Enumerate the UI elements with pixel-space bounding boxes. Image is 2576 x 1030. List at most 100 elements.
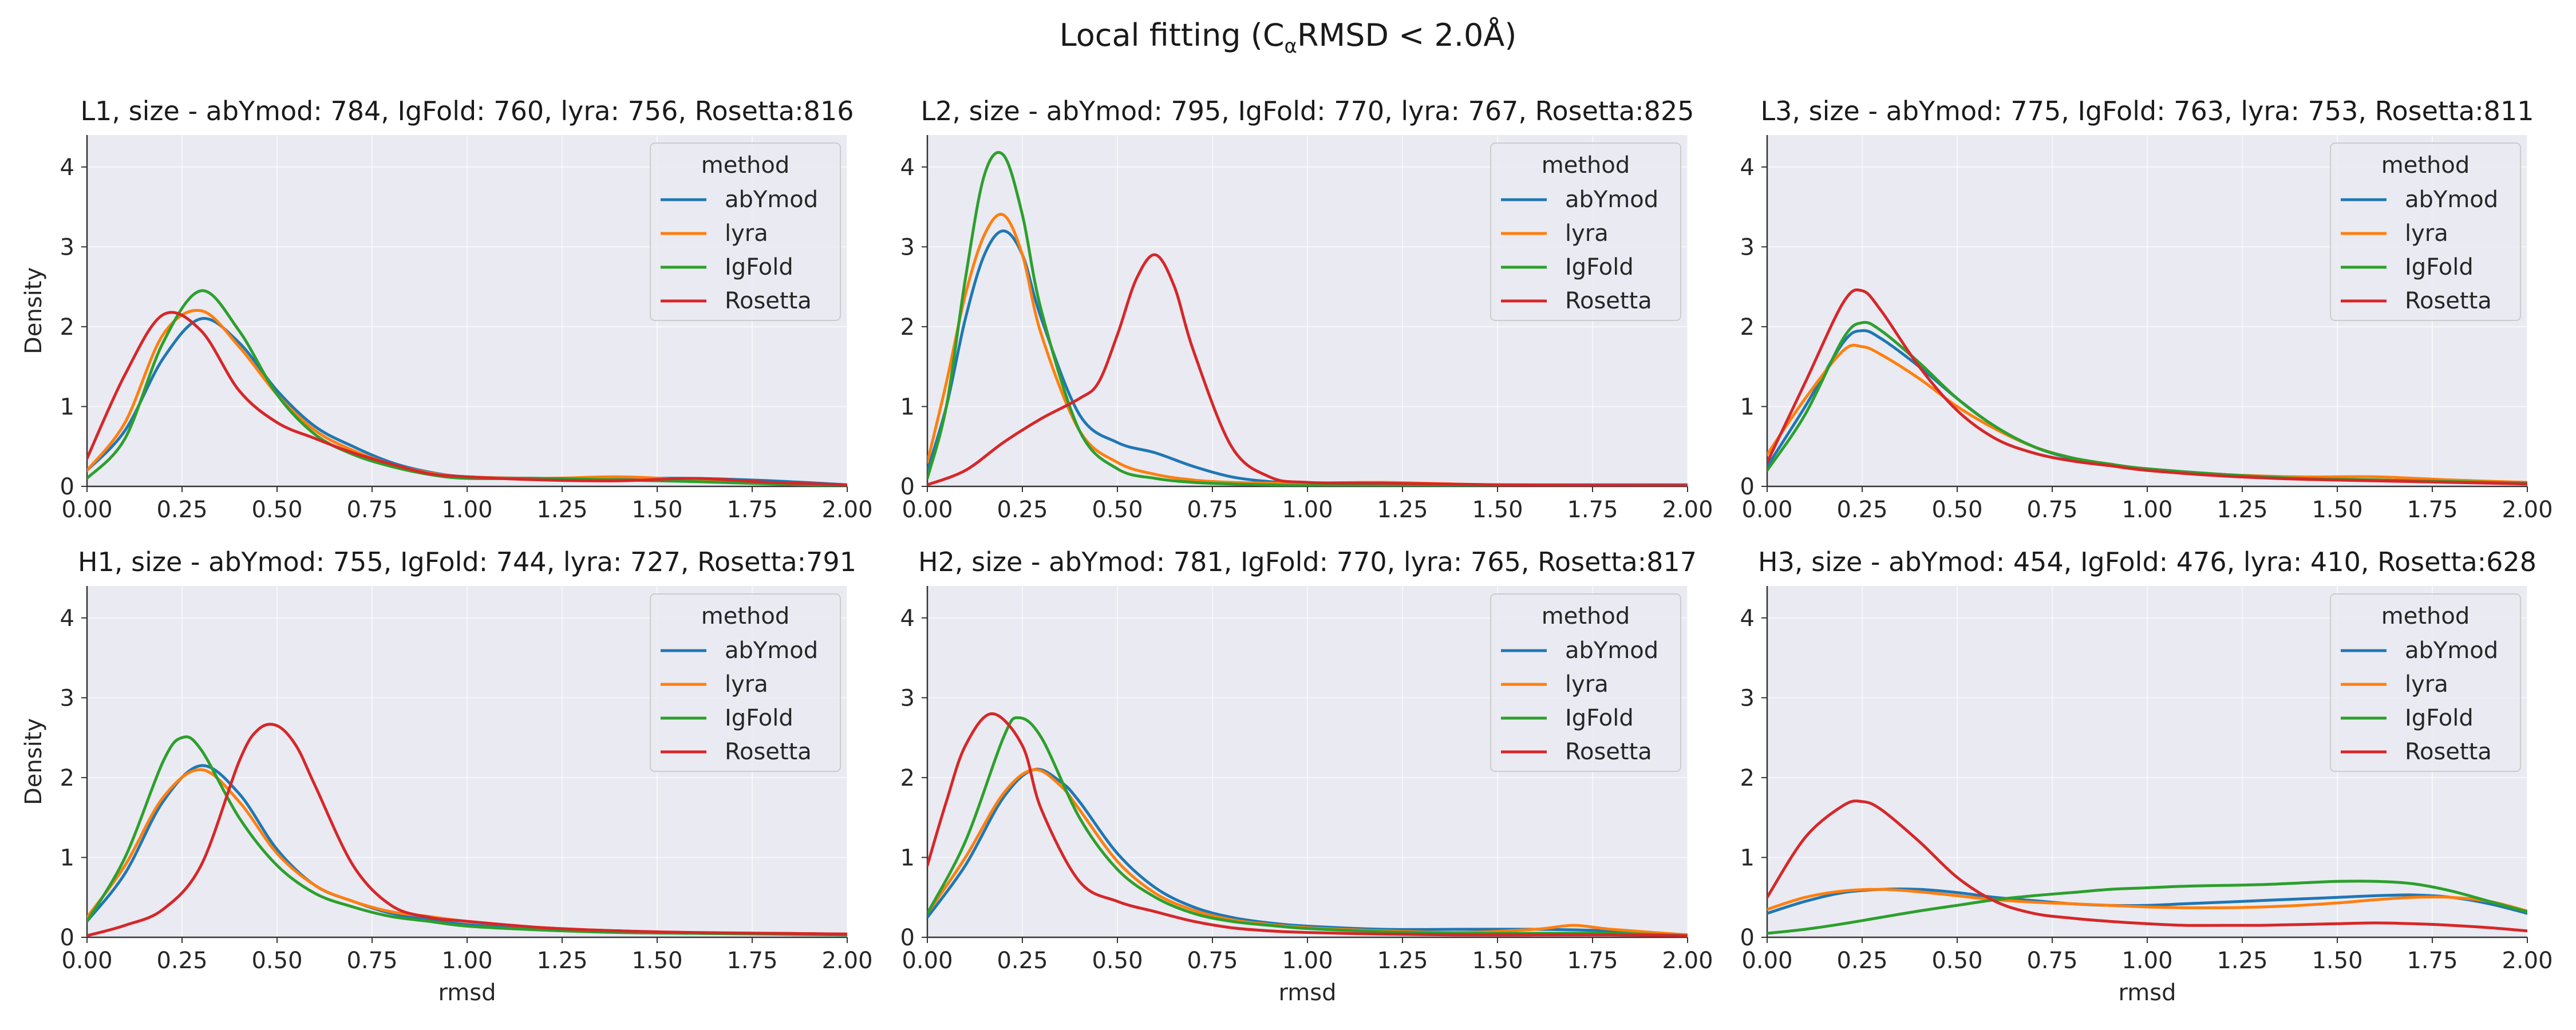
legend-box: [2330, 593, 2521, 772]
y-tick-label: 1: [1740, 394, 1755, 420]
x-tick-label: 1.25: [2217, 497, 2267, 523]
x-tick-label: 1.50: [1472, 497, 1523, 523]
series-group: [87, 289, 847, 486]
legend-label-lyra: lyra: [2405, 671, 2448, 698]
x-tick-label: 1.00: [441, 948, 492, 974]
legend-label-abymod: abYmod: [725, 637, 818, 664]
y-tick-label: 4: [1740, 605, 1755, 632]
legend-title: method: [2381, 603, 2470, 629]
x-tick-label: 0.25: [156, 497, 207, 523]
legend: method abYmod lyra IgFold Rosetta: [1490, 593, 1681, 772]
y-tick-label: 0: [900, 474, 915, 500]
x-tick-label: 1.00: [441, 497, 492, 523]
x-tick-label: 1.50: [1472, 948, 1523, 974]
x-tick-label: 2.00: [821, 948, 872, 974]
legend-label-igfold: IgFold: [2405, 254, 2474, 280]
series-line-lyra: [1767, 888, 2527, 913]
x-tick-label: 1.25: [536, 497, 587, 523]
legend-box: [2330, 142, 2521, 321]
y-tick-label: 0: [900, 925, 915, 951]
y-tick-label: 0: [60, 474, 74, 500]
y-tick-label: 4: [1740, 154, 1755, 181]
legend-title: method: [701, 152, 789, 179]
x-tick-label: 0.50: [251, 497, 302, 523]
series-line-igfold: [1767, 880, 2527, 935]
legend-label-igfold: IgFold: [2405, 705, 2474, 731]
panel-5: 0.00 0.25 0.50 0.75 1.00 1.25 1.50 1.75 2.00 0 1 2 3…: [900, 546, 1713, 1006]
x-tick-label: 2.00: [1662, 948, 1713, 974]
legend-label-lyra: lyra: [2405, 220, 2448, 247]
y-tick-label: 4: [60, 154, 74, 181]
y-tick-label: 2: [900, 765, 915, 791]
legend-label-rosetta: Rosetta: [2405, 288, 2492, 314]
x-tick-label: 1.75: [1567, 948, 1618, 974]
series-line-lyra: [927, 768, 1688, 937]
series-line-rosetta: [87, 723, 847, 937]
x-tick-label: 2.00: [2502, 948, 2553, 974]
series-line-rosetta: [927, 253, 1688, 486]
x-tick-label: 0.00: [61, 948, 112, 974]
x-tick-label: 0.00: [902, 497, 953, 523]
panel-1: 0.00 0.25 0.50 0.75 1.00 1.25 1.50 1.75 2.00 0 1 2 3…: [21, 96, 873, 523]
legend-title: method: [701, 603, 789, 629]
x-tick-label: 1.50: [2312, 948, 2362, 974]
x-tick-label: 2.00: [821, 497, 872, 523]
y-tick-label: 1: [900, 394, 915, 420]
y-tick-label: 2: [900, 314, 915, 340]
legend-label-lyra: lyra: [1565, 220, 1609, 247]
x-tick-label: 1.75: [2407, 497, 2458, 523]
legend-label-abymod: abYmod: [1565, 637, 1658, 664]
x-tick-label: 0.75: [346, 497, 397, 523]
y-tick-label: 2: [60, 314, 74, 340]
x-tick-label: 1.25: [1377, 497, 1428, 523]
legend-label-abymod: abYmod: [2405, 637, 2498, 664]
subplot-title: L2, size - abYmod: 795, IgFold: 770, lyr…: [921, 96, 1694, 126]
legend-label-lyra: lyra: [725, 220, 768, 247]
x-tick-label: 0.50: [1931, 948, 1982, 974]
subplot-title: H2, size - abYmod: 781, IgFold: 770, lyr…: [918, 546, 1697, 577]
series-line-rosetta: [1767, 799, 2527, 933]
panel-2: 0.00 0.25 0.50 0.75 1.00 1.25 1.50 1.75 2.00 0 1 2 3…: [900, 96, 1713, 523]
legend-label-lyra: lyra: [725, 671, 768, 698]
x-tick-label: 0.25: [997, 497, 1048, 523]
series-line-igfold: [927, 716, 1688, 937]
legend-title: method: [2381, 152, 2470, 179]
y-tick-label: 1: [900, 845, 915, 871]
y-tick-label: 4: [900, 605, 915, 632]
x-tick-label: 1.50: [631, 948, 682, 974]
x-axis-label: rmsd: [1279, 980, 1337, 1006]
x-tick-label: 0.00: [61, 497, 112, 523]
subplot-title: L3, size - abYmod: 775, IgFold: 763, lyr…: [1761, 96, 2534, 126]
y-tick-label: 3: [1740, 685, 1755, 711]
legend-title: method: [1542, 152, 1630, 179]
y-tick-label: 2: [1740, 765, 1755, 791]
legend-label-rosetta: Rosetta: [2405, 739, 2492, 765]
y-tick-label: 2: [1740, 314, 1755, 340]
y-tick-label: 2: [60, 765, 74, 791]
x-tick-label: 0.25: [1836, 948, 1887, 974]
legend-box: [1490, 142, 1681, 321]
x-tick-label: 1.25: [2217, 948, 2267, 974]
x-tick-label: 2.00: [1662, 497, 1713, 523]
legend-label-rosetta: Rosetta: [725, 288, 812, 314]
subplot-title: L1, size - abYmod: 784, IgFold: 760, lyr…: [81, 96, 854, 126]
y-tick-label: 0: [1740, 925, 1755, 951]
x-tick-label: 1.25: [1377, 948, 1428, 974]
y-tick-label: 1: [60, 845, 74, 871]
x-tick-label: 0.00: [1741, 497, 1792, 523]
legend: method abYmod lyra IgFold Rosetta: [2330, 593, 2521, 772]
x-tick-label: 0.75: [346, 948, 397, 974]
subplot-title: H1, size - abYmod: 755, IgFold: 744, lyr…: [78, 546, 856, 577]
x-tick-label: 0.50: [1092, 497, 1143, 523]
x-tick-label: 1.00: [1282, 497, 1333, 523]
panel-3: 0.00 0.25 0.50 0.75 1.00 1.25 1.50 1.75 2.00 0 1 2 3…: [1740, 96, 2553, 523]
legend-label-igfold: IgFold: [725, 705, 793, 731]
panel-6: 0.00 0.25 0.50 0.75 1.00 1.25 1.50 1.75 2.00 0 1 2 3…: [1740, 546, 2553, 1006]
y-tick-label: 3: [1740, 234, 1755, 260]
y-tick-label: 1: [1740, 845, 1755, 871]
legend-box: [650, 142, 841, 321]
y-tick-label: 3: [60, 234, 74, 260]
y-tick-label: 4: [900, 154, 915, 181]
x-tick-label: 1.25: [536, 948, 587, 974]
